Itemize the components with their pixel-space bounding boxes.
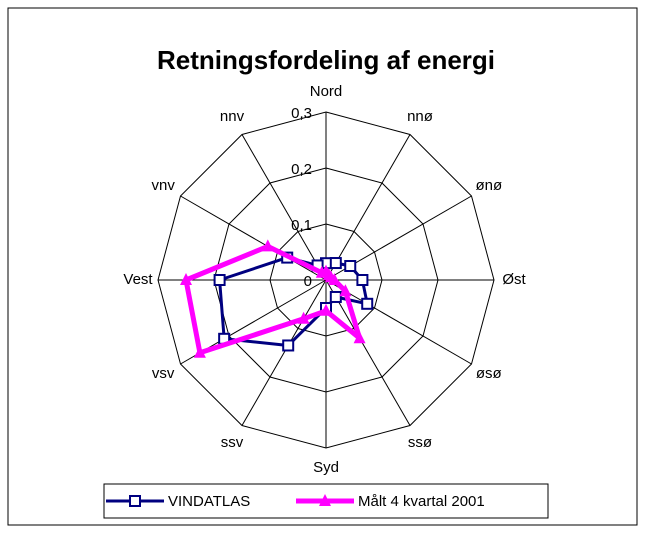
data-point <box>329 257 342 270</box>
category-label: øsø <box>476 365 502 382</box>
data-point <box>329 290 342 303</box>
legend-label: VINDATLAS <box>168 493 250 510</box>
tick-label: 0 <box>304 273 312 290</box>
data-point <box>213 274 226 286</box>
category-label: vsv <box>152 365 175 382</box>
category-label: ønø <box>475 177 502 194</box>
chart-title: Retningsfordeling af energi <box>157 45 495 75</box>
tick-label: 0,1 <box>291 217 312 234</box>
spoke <box>241 279 327 426</box>
tick-label: 0,3 <box>291 105 312 122</box>
category-label: Nord <box>310 83 343 100</box>
data-point <box>361 297 374 310</box>
data-point <box>339 284 352 297</box>
data-point <box>356 274 369 286</box>
spoke <box>180 195 327 281</box>
data-point <box>315 265 328 278</box>
data-point <box>129 495 141 507</box>
data-point <box>261 239 274 252</box>
spoke <box>241 134 327 281</box>
data-point <box>344 260 357 272</box>
data-point <box>320 303 332 316</box>
spoke <box>325 279 411 426</box>
category-label: ssv <box>221 434 244 451</box>
data-point <box>282 339 295 352</box>
tick-label: 0,2 <box>291 161 312 178</box>
category-label: vnv <box>152 177 176 194</box>
category-label: nnv <box>220 108 245 125</box>
data-point <box>193 345 206 358</box>
data-point <box>297 311 310 324</box>
category-label: Vest <box>123 271 153 288</box>
category-label: nnø <box>407 108 433 125</box>
spoke <box>325 134 411 281</box>
data-point <box>180 273 192 285</box>
category-label: Øst <box>502 271 526 288</box>
category-label: ssø <box>408 434 432 451</box>
data-point <box>353 331 366 344</box>
data-point <box>319 494 331 506</box>
category-label: Syd <box>313 459 339 476</box>
data-point <box>328 273 341 285</box>
legend-label: Målt 4 kvartal 2001 <box>358 493 485 510</box>
